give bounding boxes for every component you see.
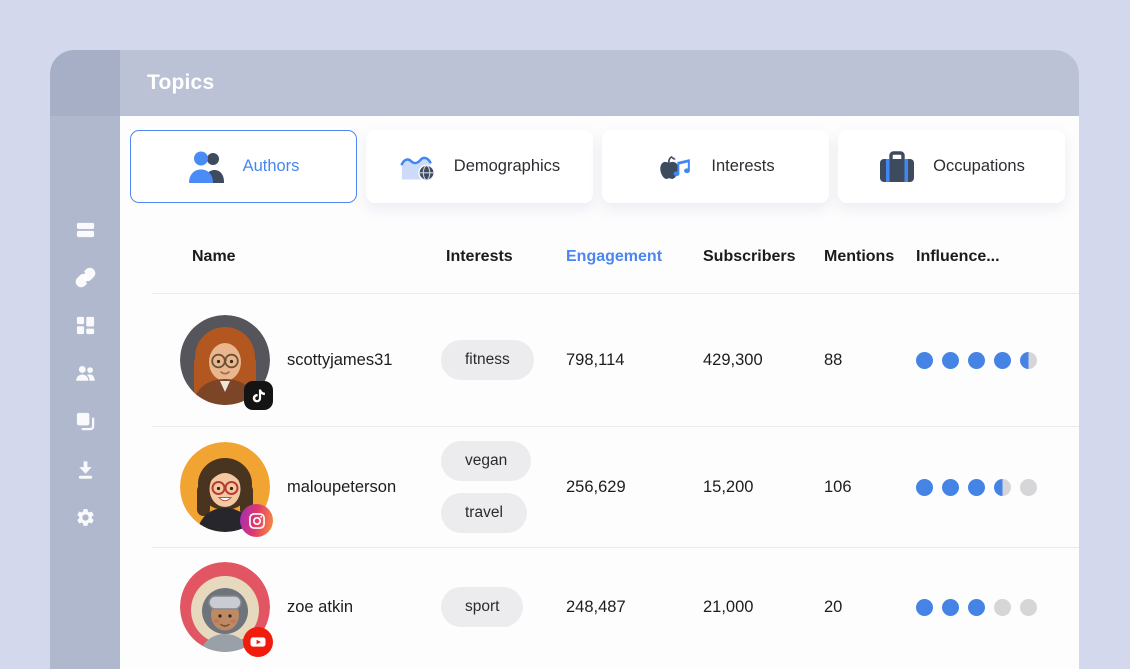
header-bar: Topics [120,50,1079,116]
divider [152,426,1079,427]
engagement-value: 248,487 [566,597,626,616]
interest-chips: fitness [441,340,566,380]
tab-authors-label: Authors [242,157,300,175]
interest-chips: vegan travel [441,441,566,533]
main-content: Authors Demographics [120,116,1079,669]
influence-dot [1020,351,1037,369]
mentions-value: 20 [824,597,843,616]
page-title: Topics [147,71,215,94]
subscribers-value: 429,300 [703,350,763,369]
tab-demographics[interactable]: Demographics [366,130,593,203]
table-row[interactable]: scottyjames31 fitness 798,114 429,300 88 [120,294,1079,426]
influence-dot [916,478,933,496]
tab-occupations-label: Occupations [933,157,1025,175]
instagram-badge-icon [240,504,273,537]
influence-dot [994,478,1011,496]
influence-dot [942,351,959,369]
tab-bar: Authors Demographics [130,130,1079,203]
interest-chip[interactable]: sport [441,587,524,627]
sidebar [50,50,120,669]
apple-music-note-icon [656,149,694,185]
engagement-value: 256,629 [566,477,626,496]
tab-interests[interactable]: Interests [602,130,829,203]
influence-dot [968,351,985,369]
tiktok-badge-icon [244,381,273,410]
table-header: Name Interests Engagement Subscribers Me… [120,221,1079,293]
influence-dot [916,598,933,616]
table-row[interactable]: zoe atkin sport 248,487 21,000 20 [120,548,1079,666]
table-row[interactable]: maloupeterson vegan travel 256,629 15,20… [120,427,1079,547]
divider [152,293,1079,294]
tab-occupations[interactable]: Occupations [838,130,1065,203]
link-icon[interactable] [74,266,96,288]
author-cell: maloupeterson [180,442,446,537]
download-icon[interactable] [74,458,96,480]
authors-people-icon [188,149,226,185]
subscribers-value: 21,000 [703,597,754,616]
influence-dot [994,598,1011,616]
mentions-value: 106 [824,477,852,496]
app-window: Topics Authors [50,50,1079,669]
author-username: zoe atkin [287,597,354,616]
influence-rating [916,478,1079,496]
column-header-engagement[interactable]: Engagement [566,248,663,265]
settings-icon[interactable] [74,506,96,528]
influence-dot [942,478,959,496]
influence-dot [1020,598,1037,616]
sidebar-top-cap [50,50,120,116]
influence-rating [916,351,1079,369]
column-header-influence[interactable]: Influence... [916,248,1000,265]
influence-dot [1020,478,1037,496]
author-username: maloupeterson [287,477,397,496]
influence-dot [968,478,985,496]
tab-interests-label: Interests [711,157,775,175]
tab-authors[interactable]: Authors [130,130,357,203]
youtube-badge-icon [243,627,273,657]
people-icon[interactable] [74,362,96,384]
column-header-subscribers[interactable]: Subscribers [703,248,796,265]
column-header-interests[interactable]: Interests [446,248,513,265]
author-username: scottyjames31 [287,350,393,369]
influence-dot [916,351,933,369]
engagement-value: 798,114 [566,350,625,369]
subscribers-value: 15,200 [703,477,754,496]
influence-dot [968,598,985,616]
avatar [180,315,273,410]
briefcase-icon [878,149,916,185]
author-cell: scottyjames31 [180,315,446,410]
tab-demographics-label: Demographics [453,157,561,175]
cards-icon[interactable] [74,218,96,240]
mentions-value: 88 [824,350,843,369]
influence-dot [942,598,959,616]
sidebar-nav [50,50,120,528]
interest-chip[interactable]: vegan [441,441,532,481]
divider [152,547,1079,548]
column-header-name[interactable]: Name [192,248,236,265]
avatar [180,442,273,537]
dashboard-icon[interactable] [74,314,96,336]
copy-icon[interactable] [74,410,96,432]
avatar [180,562,273,657]
influence-dot [994,351,1011,369]
column-header-mentions[interactable]: Mentions [824,248,895,265]
interest-chip[interactable]: fitness [441,340,534,380]
interest-chips: sport [441,587,566,627]
author-cell: zoe atkin [180,562,446,657]
interest-chip[interactable]: travel [441,493,527,533]
influence-rating [916,598,1079,616]
area-chart-globe-icon [399,149,437,185]
